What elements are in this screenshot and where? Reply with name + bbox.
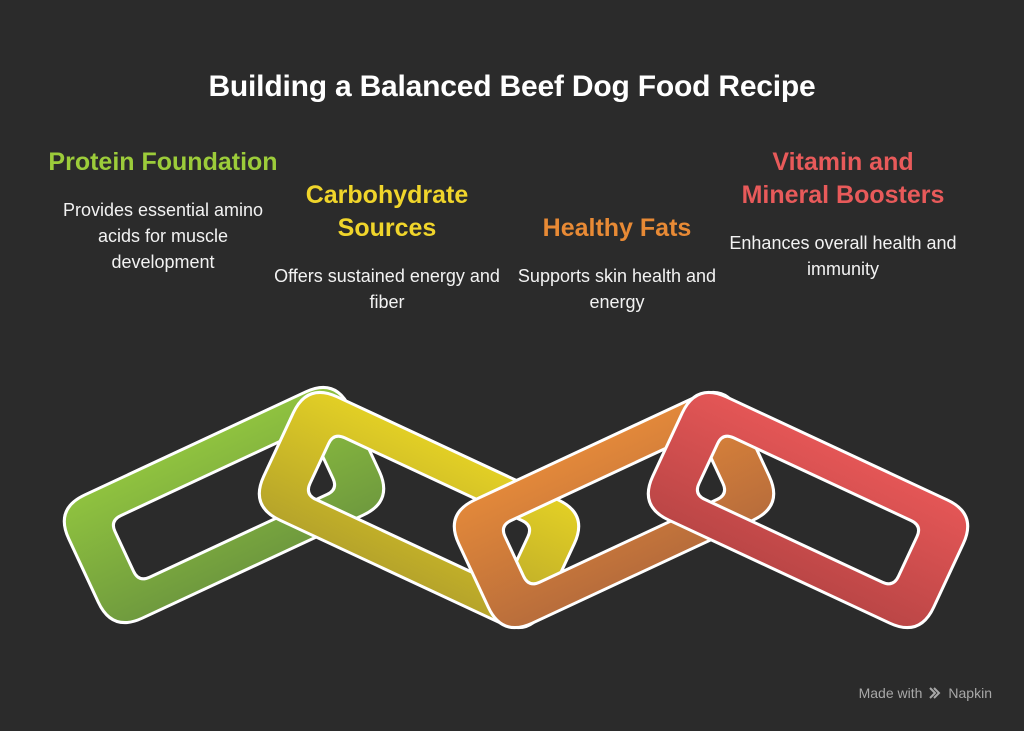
made-with-label: Made with [858,685,923,701]
item-heading: Protein Foundation [48,148,278,176]
item-heading: Healthy Fats [542,214,692,242]
chain-link-vitamin [646,391,970,629]
napkin-logo-icon [929,687,941,699]
item-heading: Carbohydrate Sources [305,181,469,242]
item-carbohydrate-sources: Carbohydrate Sources Offers sustained en… [272,179,502,315]
item-protein-foundation: Protein Foundation Provides essential am… [48,146,278,275]
napkin-brand-label: Napkin [948,685,992,701]
footer-attribution: Made with Napkin [859,685,992,701]
page-title: Building a Balanced Beef Dog Food Recipe [208,70,816,103]
item-vitamin-mineral-boosters: Vitamin and Mineral Boosters Enhances ov… [728,146,958,282]
item-description: Supports skin health and energy [517,266,717,312]
item-healthy-fats: Healthy Fats Supports skin health and en… [502,212,732,315]
item-description: Enhances overall health and immunity [729,233,957,279]
item-description: Provides essential amino acids for muscl… [62,200,264,272]
item-heading: Vitamin and Mineral Boosters [741,148,945,209]
item-description: Offers sustained energy and fiber [274,266,500,312]
